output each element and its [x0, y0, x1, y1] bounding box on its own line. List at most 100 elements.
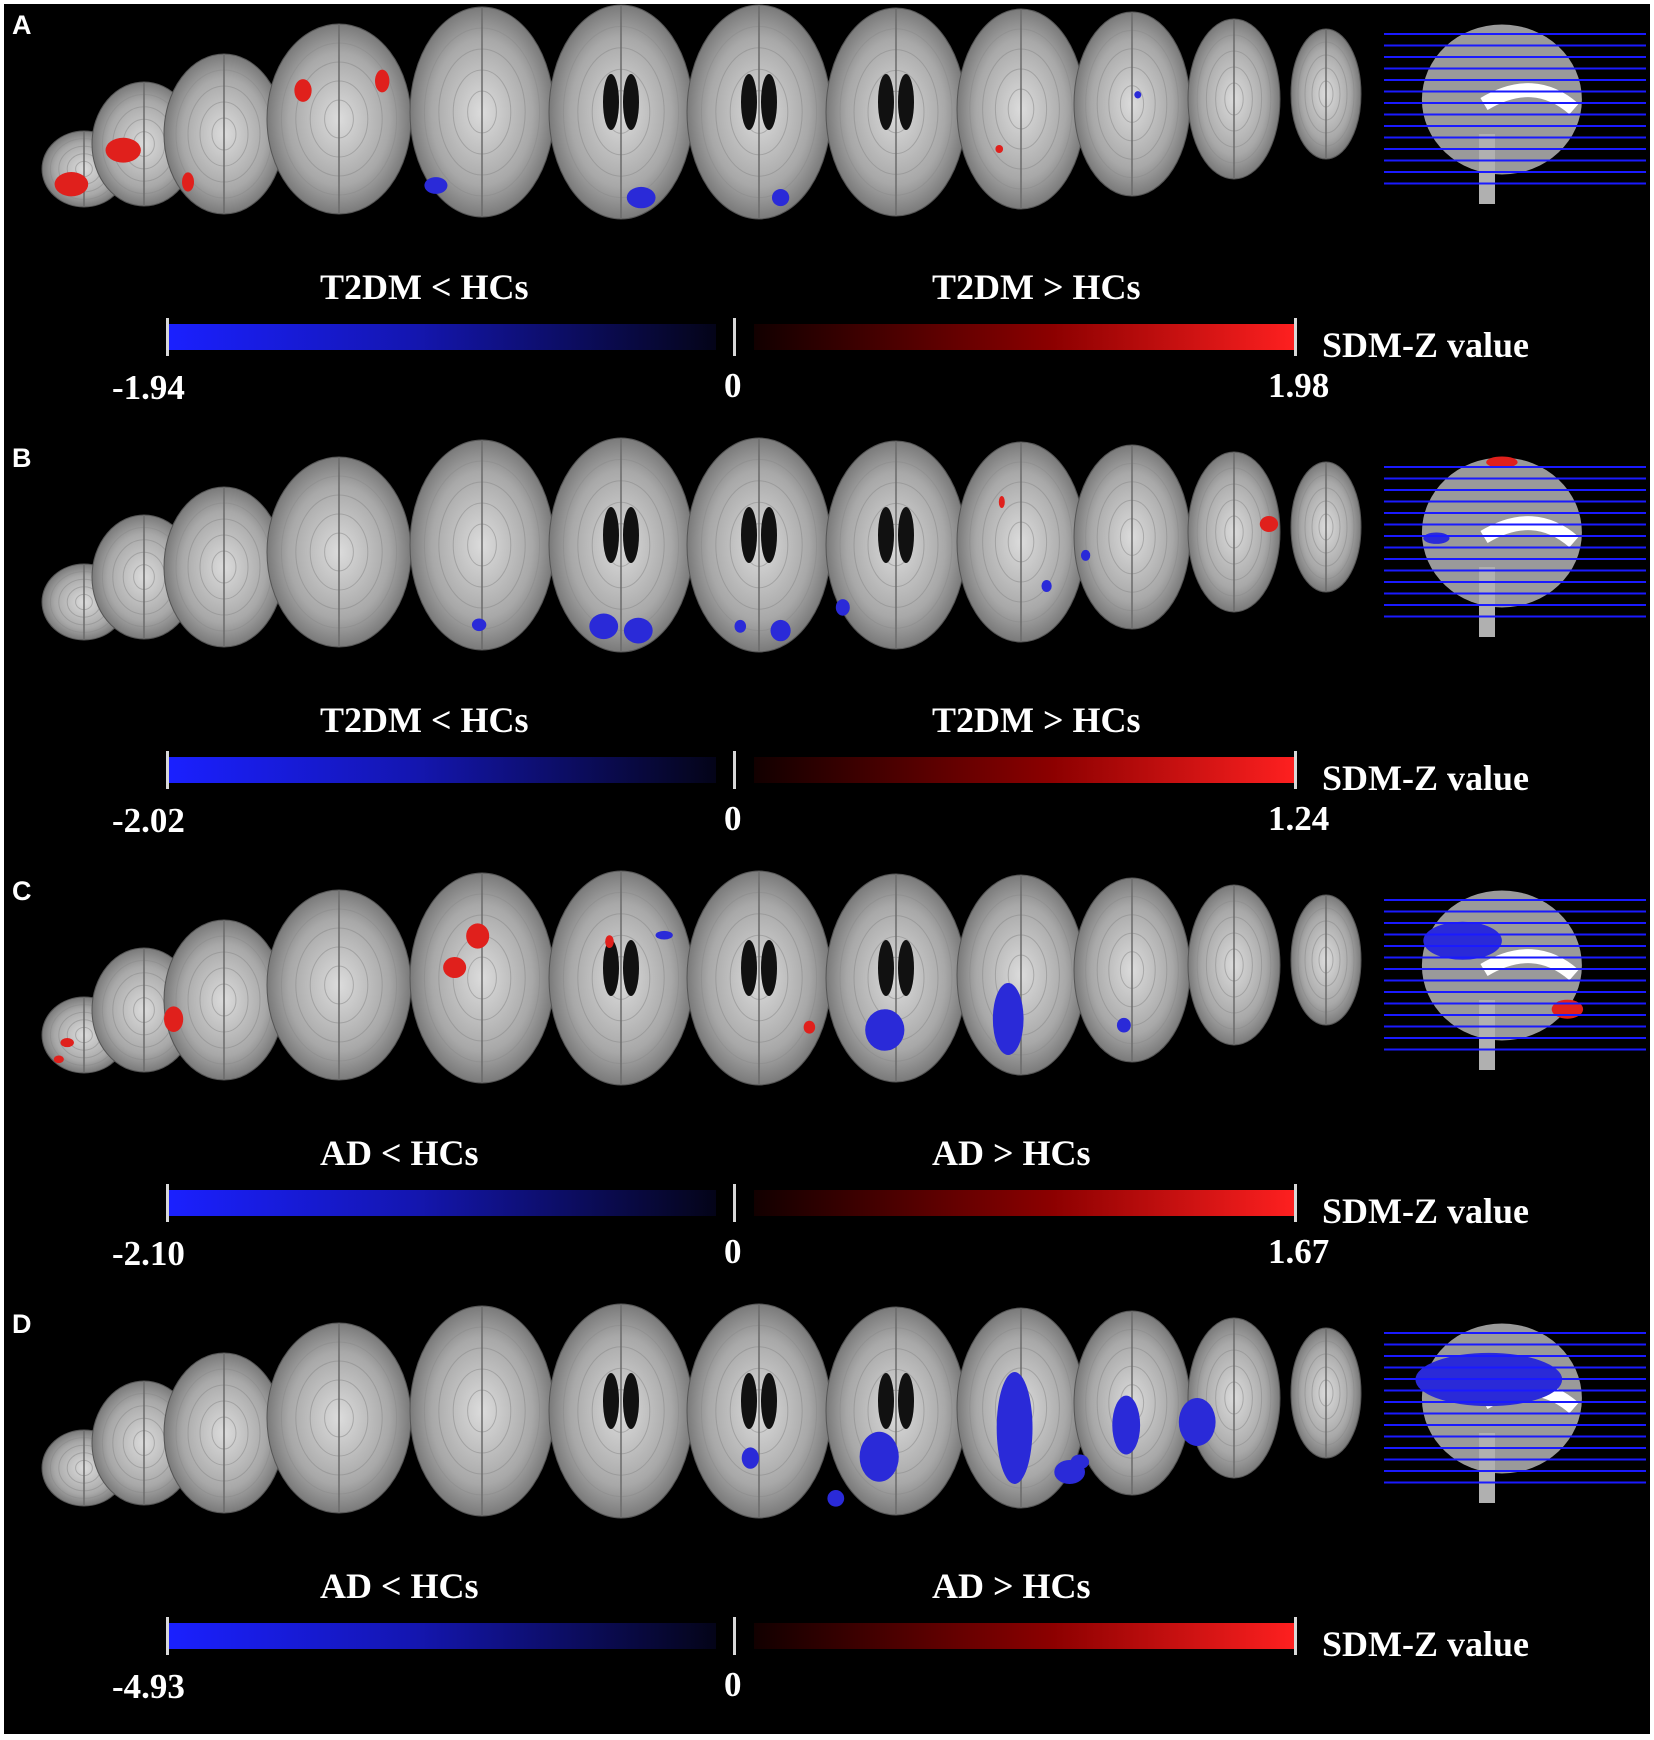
- axial-slice: [548, 1303, 694, 1519]
- positive-colorbar: [754, 324, 1296, 350]
- colorbar-max-value: 1.98: [1268, 366, 1330, 405]
- brain-slices-row: [41, 870, 1646, 1086]
- activation-cluster: [1041, 580, 1052, 592]
- activation-cluster: [623, 617, 653, 644]
- activation-cluster: [827, 1490, 845, 1507]
- colorbar-max-value: 1.24: [1268, 799, 1330, 838]
- activation-cluster: [1116, 1017, 1131, 1033]
- panel-letter: D: [12, 1309, 32, 1339]
- activation-cluster: [1112, 1395, 1141, 1455]
- colorbar-zero-tick: [733, 1617, 736, 1655]
- left-condition-label: T2DM < HCs: [320, 267, 529, 307]
- brain-slices-row: [41, 4, 1646, 220]
- axial-slice: [1073, 444, 1191, 630]
- axial-slice: [825, 440, 967, 650]
- axial-slice: [1073, 877, 1191, 1063]
- activation-cluster: [992, 983, 1024, 1055]
- activation-cluster: [734, 619, 747, 633]
- colorbar-zero-tick: [733, 751, 736, 789]
- axial-slice: [163, 1352, 285, 1514]
- right-condition-label: AD > HCs: [932, 1133, 1091, 1173]
- activation-cluster: [996, 1372, 1033, 1484]
- axial-slice: [1187, 1317, 1281, 1479]
- activation-cluster: [626, 186, 656, 209]
- right-condition-label: T2DM > HCs: [932, 700, 1141, 740]
- negative-colorbar: [168, 757, 716, 783]
- axial-slice: [825, 873, 967, 1083]
- axial-slice: [409, 1305, 555, 1517]
- activation-cluster: [859, 1431, 899, 1482]
- axial-slice: [686, 870, 832, 1086]
- activation-cluster: [771, 189, 790, 207]
- activation-cluster: [865, 1009, 905, 1051]
- panel-letter: A: [12, 10, 32, 40]
- sagittal-cluster: [1423, 921, 1502, 960]
- sagittal-cluster: [1486, 456, 1518, 468]
- negative-colorbar: [168, 1190, 716, 1216]
- activation-cluster: [60, 1038, 74, 1048]
- activation-cluster: [998, 496, 1005, 508]
- axial-slice: [1290, 461, 1362, 593]
- axial-slice: [1073, 11, 1191, 197]
- negative-colorbar: [168, 1623, 716, 1649]
- sagittal-cluster: [1423, 532, 1450, 544]
- activation-cluster: [1134, 91, 1142, 99]
- axial-slice: [1187, 884, 1281, 1046]
- axial-slice: [266, 889, 412, 1081]
- colorbar-zero-tick: [733, 318, 736, 356]
- activation-cluster: [655, 930, 673, 940]
- colorbar-min-value: -1.94: [112, 368, 185, 407]
- axial-slice: [1290, 894, 1362, 1026]
- axial-slice: [686, 4, 832, 220]
- colorbar-min-value: -2.02: [112, 801, 185, 840]
- colorbar-min-tick: [166, 751, 169, 789]
- colorbar-max-tick: [1294, 1617, 1297, 1655]
- activation-cluster: [605, 935, 614, 949]
- axial-slice: [825, 1306, 967, 1516]
- axial-slice: [163, 919, 285, 1081]
- colorbar-min-value: -2.10: [112, 1234, 185, 1273]
- panel-b: B T2DM < HCs T2DM > HCs SDM-Z value -2.0…: [4, 437, 1650, 874]
- axial-slice: [266, 1322, 412, 1514]
- activation-cluster: [105, 137, 141, 163]
- colorbar-zero-value: 0: [724, 799, 742, 838]
- activation-cluster: [1070, 1454, 1090, 1470]
- panel-a: A T2DM < HCs T2DM > HCs SDM-Z value -1.9…: [4, 4, 1650, 441]
- axial-slice: [956, 441, 1086, 643]
- colorbar-title: SDM-Z value: [1322, 325, 1529, 365]
- axial-slice: [1290, 1327, 1362, 1459]
- positive-colorbar: [754, 757, 1296, 783]
- panel-letter: C: [12, 876, 32, 906]
- left-condition-label: AD < HCs: [320, 1566, 479, 1606]
- brain-slices-row: [41, 437, 1646, 653]
- brain-slices-row: [41, 1303, 1646, 1519]
- negative-colorbar: [168, 324, 716, 350]
- panel-letter: B: [12, 443, 32, 473]
- activation-cluster: [995, 145, 1004, 153]
- activation-cluster: [1080, 549, 1091, 561]
- colorbar-zero-value: 0: [724, 1232, 742, 1271]
- activation-cluster: [770, 619, 791, 642]
- colorbar-title: SDM-Z value: [1322, 758, 1529, 798]
- axial-slice: [956, 8, 1086, 210]
- colorbar-min-tick: [166, 1617, 169, 1655]
- activation-cluster: [835, 599, 850, 616]
- activation-cluster: [182, 172, 194, 192]
- axial-slice: [163, 53, 285, 215]
- panel-c: C AD < HCs AD > HCs SDM-Z value -2.10 0 …: [4, 870, 1650, 1307]
- axial-slice: [686, 1303, 832, 1519]
- colorbar-zero-value: 0: [724, 366, 742, 405]
- activation-cluster: [1259, 516, 1279, 532]
- activation-cluster: [424, 177, 448, 194]
- axial-slice: [266, 456, 412, 648]
- positive-colorbar: [754, 1190, 1296, 1216]
- axial-slice: [686, 437, 832, 653]
- colorbar-zero-value: 0: [724, 1665, 742, 1704]
- axial-slice: [266, 23, 412, 215]
- colorbar-max-value: 1.67: [1268, 1232, 1330, 1271]
- axial-slice: [825, 7, 967, 217]
- axial-slice: [163, 486, 285, 648]
- activation-cluster: [589, 613, 619, 640]
- colorbar-max-tick: [1294, 751, 1297, 789]
- positive-colorbar: [754, 1623, 1296, 1649]
